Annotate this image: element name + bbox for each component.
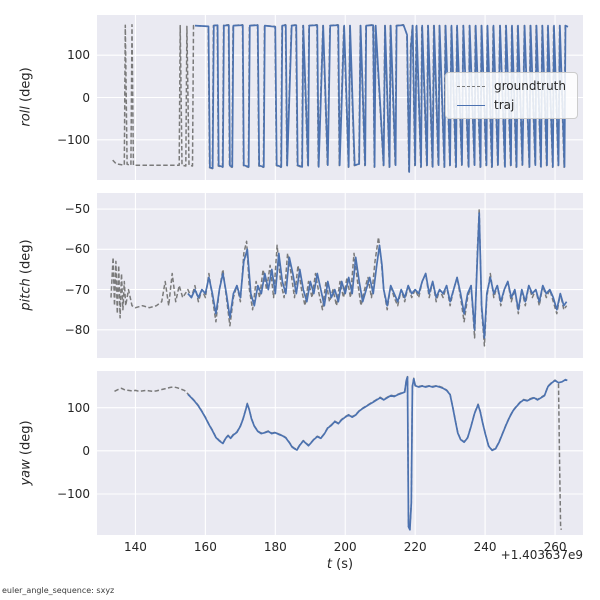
x-tick-label: 160 xyxy=(193,540,217,554)
pitch-y-tick-label: −80 xyxy=(64,322,90,337)
euler-sequence-footnote: euler_angle_sequence: sxyz xyxy=(2,586,115,595)
legend: groundtruth traj xyxy=(444,72,578,119)
x-axis-offset-text: +1.403637e9 xyxy=(500,548,583,562)
yaw-y-tick-label: −100 xyxy=(57,487,90,501)
dashed-line-sample-icon xyxy=(456,85,485,87)
x-axis-label: t (s) xyxy=(327,557,353,572)
pitch-axis-label-unit: (deg) xyxy=(18,239,34,279)
x-tick-label: 140 xyxy=(124,540,147,554)
pitch-subplot xyxy=(97,193,583,358)
roll-y-tick-label: 0 xyxy=(82,90,90,105)
yaw-traj-line xyxy=(187,376,568,531)
yaw-subplot xyxy=(97,371,583,535)
pitch-traj-line xyxy=(187,212,568,339)
pitch-groundtruth-line xyxy=(110,208,568,347)
yaw-plot-canvas xyxy=(97,371,583,535)
legend-label-traj: traj xyxy=(493,98,515,112)
roll-axis-label-var: roll xyxy=(18,106,34,127)
pitch-y-tick-label: −60 xyxy=(64,242,90,257)
pitch-axis-label: pitch (deg) xyxy=(19,239,34,310)
yaw-y-tick-label: 100 xyxy=(67,400,90,415)
x-tick-label: 200 xyxy=(333,540,357,554)
yaw-axis-label: yaw (deg) xyxy=(19,420,34,485)
x-tick-label: 180 xyxy=(263,540,287,554)
roll-y-tick-label: −100 xyxy=(57,132,90,147)
roll-axis-label: roll (deg) xyxy=(19,67,34,126)
solid-line-sample-icon xyxy=(456,104,485,106)
roll-subplot: groundtruth traj xyxy=(97,15,583,180)
legend-item-traj: traj xyxy=(456,98,566,112)
legend-label-groundtruth: groundtruth xyxy=(493,79,566,93)
roll-axis-label-unit: (deg) xyxy=(18,67,34,107)
pitch-y-tick-label: −50 xyxy=(64,202,90,217)
legend-item-groundtruth: groundtruth xyxy=(456,79,566,93)
pitch-axis-label-var: pitch xyxy=(18,278,34,311)
x-tick-label: 220 xyxy=(403,540,427,554)
yaw-y-tick-label: 0 xyxy=(82,443,90,458)
x-tick-label: 260 xyxy=(543,540,567,554)
yaw-axis-label-unit: (deg) xyxy=(18,420,34,460)
x-axis-label-unit: (s) xyxy=(332,557,354,572)
roll-traj-line xyxy=(194,24,569,173)
yaw-groundtruth-line xyxy=(114,375,563,531)
x-axis-label-var: t xyxy=(326,557,333,572)
pitch-plot-canvas xyxy=(97,193,583,358)
pitch-y-tick-label: −70 xyxy=(64,282,90,297)
yaw-axis-label-var: yaw xyxy=(18,459,34,486)
x-tick-label: 240 xyxy=(473,540,497,554)
roll-y-tick-label: 100 xyxy=(67,48,90,63)
